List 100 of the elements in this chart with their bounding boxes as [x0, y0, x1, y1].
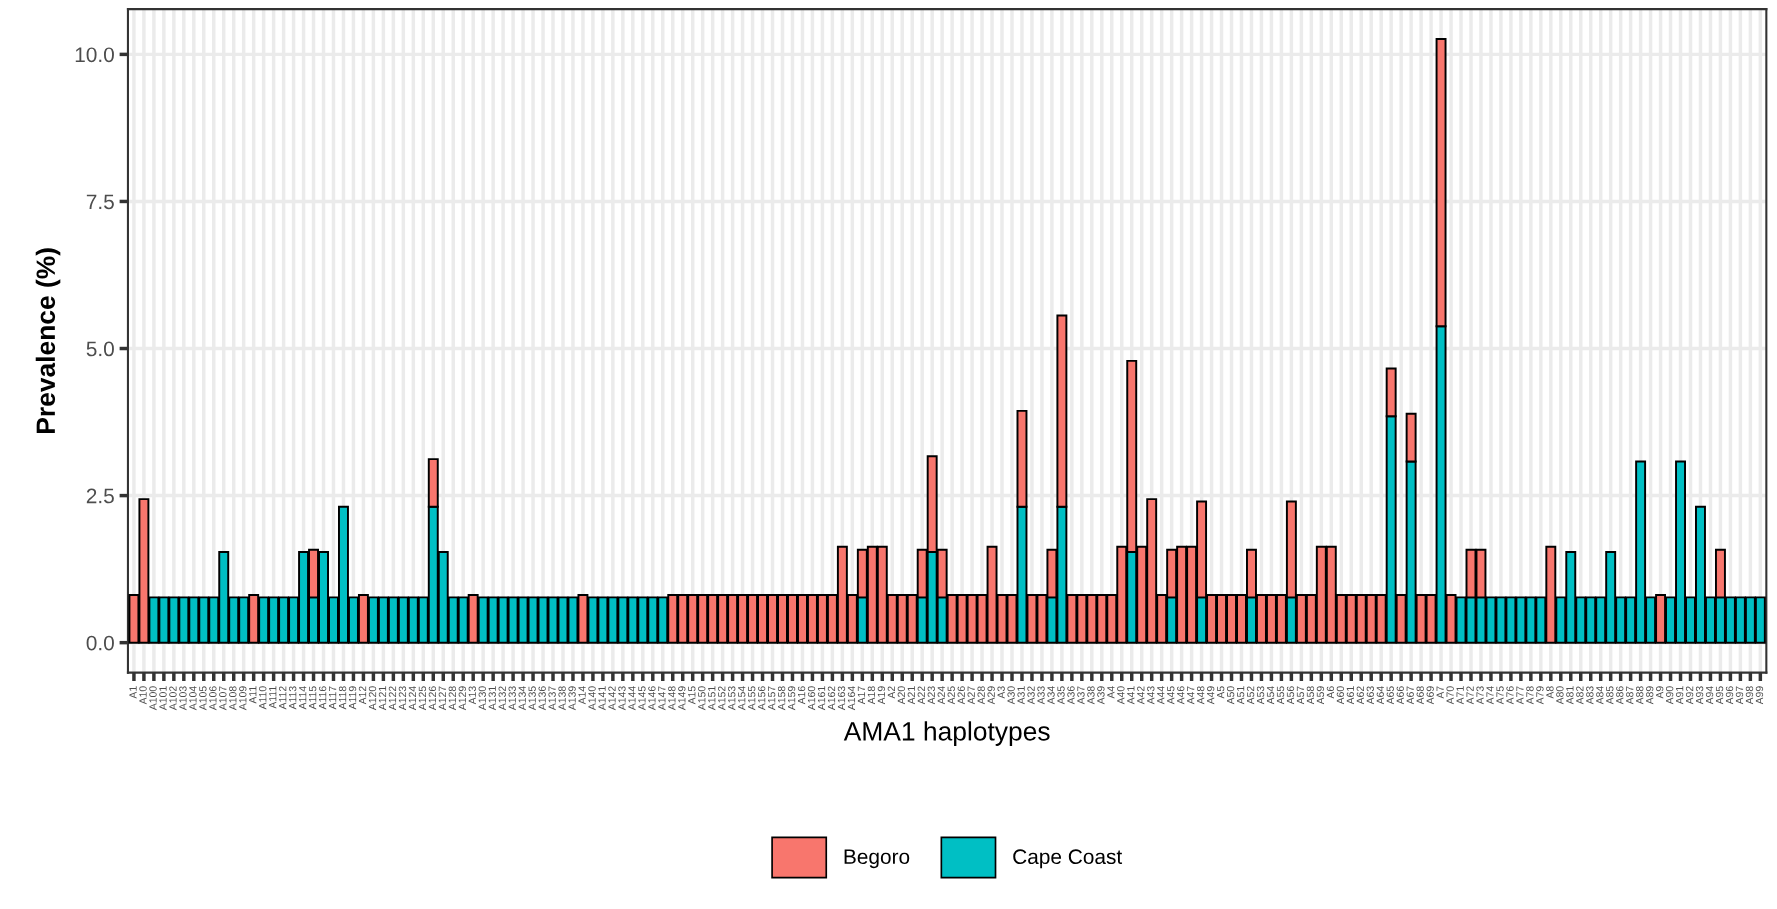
x-tick-label: A121: [378, 686, 387, 711]
x-tick-label: A110: [259, 686, 267, 710]
x-tick-label: A10: [139, 686, 147, 705]
x-tick-label: A16: [797, 686, 806, 705]
x-tick-label: A17: [857, 686, 866, 705]
x-tick-label: A9: [1655, 686, 1664, 699]
x-tick-label: A112: [279, 686, 287, 710]
x-tick-label: A87: [1626, 686, 1634, 705]
x-tick-label: A51: [1237, 686, 1245, 705]
x-tick-label: A158: [777, 686, 786, 711]
x-tick-label: A104: [189, 686, 197, 711]
x-tick-label: A28: [977, 686, 985, 705]
x-tick-label: A11: [249, 686, 257, 704]
x-tick-label: A81: [1566, 686, 1574, 705]
x-tick-label: A146: [648, 686, 656, 711]
x-tick-label: A24: [937, 686, 945, 705]
x-tick-label: A124: [408, 686, 417, 711]
x-tick-label: A142: [608, 686, 616, 711]
x-tick-label: A130: [478, 686, 486, 711]
x-tick-label: A52: [1246, 686, 1255, 705]
x-tick-label: A39: [1097, 686, 1105, 705]
x-tick-label: A109: [239, 686, 247, 711]
x-tick-label: A88: [1636, 686, 1644, 705]
x-tick-label: A115: [309, 686, 317, 710]
x-tick-label: A84: [1596, 686, 1604, 705]
x-tick-label: A86: [1616, 686, 1624, 705]
x-tick-label: A138: [558, 686, 566, 711]
y-tick-label: 10.0: [75, 47, 114, 63]
x-tick-label: A96: [1725, 686, 1734, 705]
x-tick-label: A36: [1067, 686, 1075, 705]
x-tick-label: A40: [1117, 686, 1125, 705]
x-tick-label: A114: [299, 686, 307, 710]
legend-label: Cape Coast: [1013, 849, 1123, 869]
x-tick-label: A155: [748, 686, 756, 711]
x-tick-label: A90: [1665, 686, 1674, 705]
x-tick-label: A32: [1027, 686, 1035, 705]
x-tick-label: A12: [358, 686, 367, 705]
x-tick-label: A34: [1047, 686, 1055, 705]
x-tick-label: A73: [1476, 686, 1484, 705]
x-tick-label: A56: [1286, 686, 1295, 705]
x-tick-label: A99: [1755, 686, 1764, 705]
x-tick-label: A23: [927, 686, 935, 705]
x-tick-label: A60: [1336, 686, 1345, 705]
x-tick-label: A20: [897, 686, 906, 705]
x-tick-label: A162: [827, 686, 836, 711]
x-tick-label: A78: [1526, 686, 1534, 705]
x-tick-label: A157: [768, 686, 776, 711]
x-tick-label: A123: [398, 686, 407, 711]
x-tick-label: A117: [329, 686, 337, 710]
x-tick-label: A7: [1436, 686, 1444, 699]
x-tick-label: A91: [1675, 686, 1684, 705]
x-tick-label: A58: [1306, 686, 1315, 705]
x-tick-label: A72: [1466, 686, 1474, 705]
x-tick-label: A18: [867, 686, 876, 705]
x-tick-label: A127: [438, 686, 446, 711]
x-tick-label: A105: [199, 686, 207, 711]
x-tick-label: A33: [1037, 686, 1045, 705]
x-axis-title: AMA1 haplotypes: [843, 721, 1050, 746]
x-tick-label: A126: [428, 686, 437, 711]
x-tick-label: A3: [997, 686, 1005, 699]
x-tick-label: A45: [1167, 686, 1175, 705]
x-tick-label: A156: [757, 686, 766, 711]
x-tick-label: A44: [1157, 686, 1165, 705]
x-tick-label: A111: [269, 686, 277, 709]
x-tick-label: A122: [388, 686, 397, 711]
x-tick-label: A43: [1147, 686, 1155, 705]
y-tick-label: 7.5: [86, 194, 114, 210]
x-tick-label: A76: [1506, 686, 1514, 705]
x-tick-label: A31: [1017, 686, 1025, 705]
x-tick-label: A128: [448, 686, 457, 711]
x-tick-label: A95: [1715, 686, 1724, 705]
x-tick-label: A160: [807, 686, 816, 711]
x-tick-label: A35: [1057, 686, 1065, 705]
x-tick-label: A26: [957, 686, 965, 705]
x-tick-label: A15: [688, 686, 696, 705]
x-tick-label: A82: [1576, 686, 1584, 705]
x-tick-label: A22: [917, 686, 925, 705]
x-tick-label: A151: [708, 686, 716, 711]
x-tick-label: A93: [1695, 686, 1704, 705]
x-tick-label: A101: [159, 686, 167, 711]
x-tick-label: A57: [1296, 686, 1305, 705]
x-tick-label: A134: [518, 686, 526, 711]
x-tick-label: A37: [1077, 686, 1085, 705]
x-tick-label: A159: [787, 686, 796, 711]
x-tick-label: A103: [179, 686, 187, 711]
x-tick-label: A49: [1206, 686, 1215, 705]
x-tick-label: A164: [847, 686, 856, 711]
x-tick-label: A116: [318, 686, 327, 710]
x-tick-label: A46: [1177, 686, 1185, 705]
x-tick-label: A55: [1276, 686, 1285, 705]
x-tick-label: A41: [1127, 686, 1135, 705]
y-tick-label: 5.0: [86, 341, 114, 357]
x-tick-label: A139: [568, 686, 576, 711]
x-tick-label: A77: [1516, 686, 1524, 705]
x-tick-label: A66: [1396, 686, 1404, 705]
x-tick-label: A8: [1546, 686, 1554, 699]
x-tick-label: A48: [1197, 686, 1205, 705]
x-tick-label: A106: [209, 686, 217, 711]
x-tick-label: A113: [289, 686, 297, 710]
x-tick-label: A102: [169, 686, 177, 711]
